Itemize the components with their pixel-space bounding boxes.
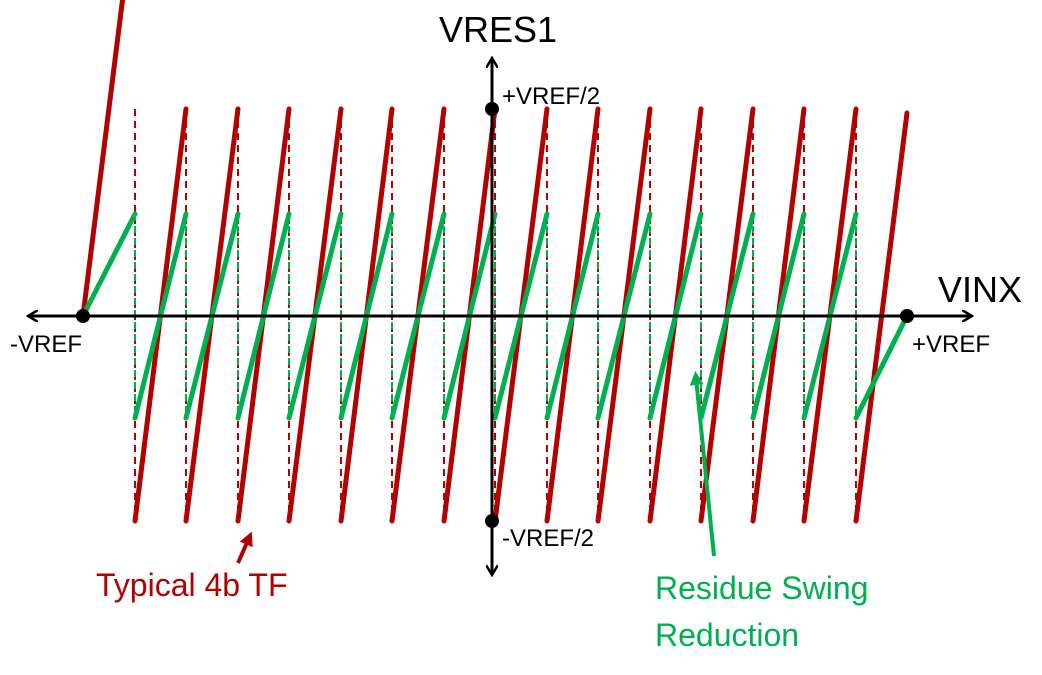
typical-4b-transfer-curve	[80, 0, 910, 524]
neg-ref-label: -VREF	[10, 331, 82, 358]
pos-ref-label: +VREF	[912, 331, 990, 358]
pos-half-ref-dot	[485, 102, 499, 116]
green-pointer-arrow	[689, 371, 716, 557]
x-axis-label: VINX	[938, 269, 1022, 310]
neg-half-ref-label: -VREF/2	[502, 525, 594, 552]
green-segment	[80, 211, 138, 319]
red-segment	[80, 0, 126, 319]
pos-ref-dot	[900, 309, 914, 323]
residue-swing-caption-line1: Residue Swing	[655, 570, 868, 606]
neg-half-ref-dot	[485, 514, 499, 528]
green-segment	[853, 313, 910, 421]
y-axis-label: VRES1	[439, 9, 557, 50]
pos-half-ref-label: +VREF/2	[502, 83, 600, 110]
red-pointer-arrow	[236, 531, 253, 564]
typical-4b-tf-caption: Typical 4b TF	[96, 567, 287, 603]
residue-swing-caption-line2: Reduction	[655, 617, 799, 653]
neg-ref-dot	[76, 309, 90, 323]
